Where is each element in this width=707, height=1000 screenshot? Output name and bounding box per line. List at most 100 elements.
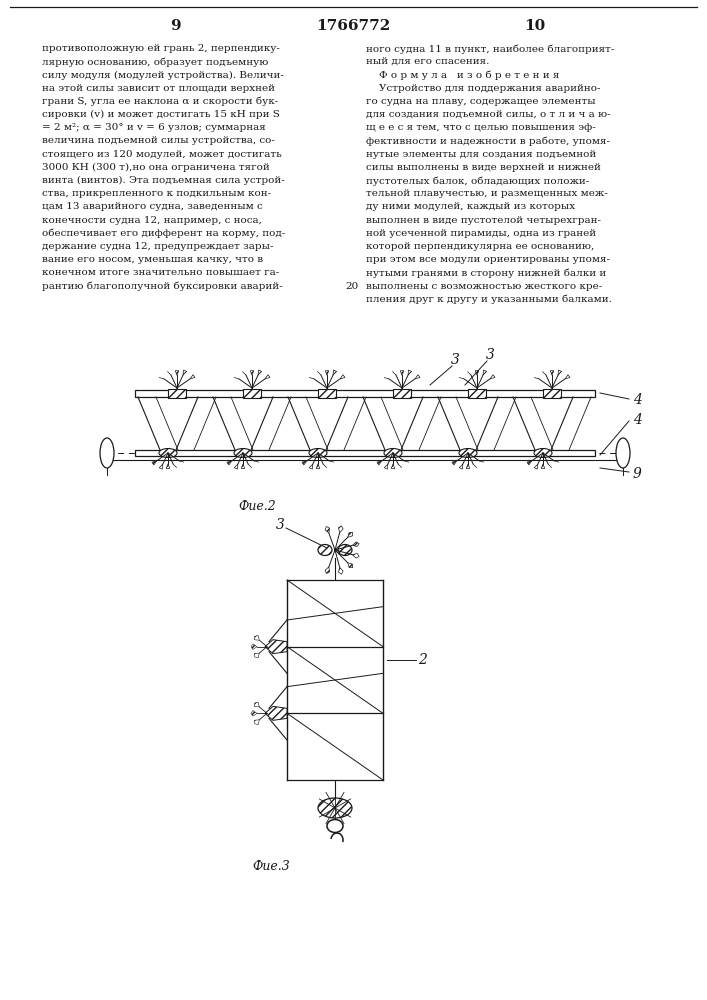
Polygon shape xyxy=(352,542,359,547)
FancyBboxPatch shape xyxy=(393,389,411,398)
Polygon shape xyxy=(467,371,471,375)
Text: рантию благополучной буксировки аварий-: рантию благополучной буксировки аварий- xyxy=(42,282,283,291)
Polygon shape xyxy=(265,375,270,379)
Text: обеспечивает его дифферент на корму, под-: обеспечивает его дифферент на корму, под… xyxy=(42,229,285,238)
Polygon shape xyxy=(251,711,257,716)
Polygon shape xyxy=(352,553,359,558)
Ellipse shape xyxy=(338,544,352,556)
Text: конечности судна 12, например, с носа,: конечности судна 12, например, с носа, xyxy=(42,216,262,225)
Text: 2: 2 xyxy=(419,653,428,667)
Polygon shape xyxy=(339,567,343,574)
Polygon shape xyxy=(565,375,570,379)
Polygon shape xyxy=(391,464,395,468)
Polygon shape xyxy=(475,371,479,375)
Text: 10: 10 xyxy=(525,19,546,33)
Text: фективности и надежности в работе, упомя-: фективности и надежности в работе, упомя… xyxy=(366,136,610,146)
Polygon shape xyxy=(234,464,238,469)
Polygon shape xyxy=(168,371,171,375)
Polygon shape xyxy=(348,563,353,568)
Text: 3: 3 xyxy=(276,518,284,532)
Polygon shape xyxy=(241,464,245,468)
Polygon shape xyxy=(325,567,329,573)
Polygon shape xyxy=(255,653,259,658)
Polygon shape xyxy=(400,371,404,375)
Polygon shape xyxy=(243,371,246,375)
Text: 9: 9 xyxy=(170,19,180,33)
Polygon shape xyxy=(227,461,232,465)
Text: конечном итоге значительно повышает га-: конечном итоге значительно повышает га- xyxy=(42,268,279,277)
Text: держание судна 12, предупреждает зары-: держание судна 12, предупреждает зары- xyxy=(42,242,274,251)
Polygon shape xyxy=(558,370,561,375)
Polygon shape xyxy=(398,464,402,468)
Polygon shape xyxy=(459,378,464,379)
Text: 3: 3 xyxy=(486,348,494,362)
Polygon shape xyxy=(316,464,320,468)
FancyBboxPatch shape xyxy=(543,389,561,398)
Polygon shape xyxy=(317,371,321,375)
Text: лярную основанию, образует подъемную: лярную основанию, образует подъемную xyxy=(42,57,269,67)
Polygon shape xyxy=(166,464,170,468)
Polygon shape xyxy=(377,461,382,465)
Polygon shape xyxy=(333,370,337,375)
Polygon shape xyxy=(258,370,262,375)
Polygon shape xyxy=(325,527,329,533)
Text: Фue.3: Фue.3 xyxy=(252,860,290,873)
Text: ного судна 11 в пункт, наиболее благоприят-: ного судна 11 в пункт, наиболее благопри… xyxy=(366,44,614,53)
Polygon shape xyxy=(452,461,457,465)
Polygon shape xyxy=(348,532,353,537)
Polygon shape xyxy=(135,390,595,397)
Text: Ф о р м у л а   и з о б р е т е н и я: Ф о р м у л а и з о б р е т е н и я xyxy=(366,70,559,80)
Polygon shape xyxy=(180,461,184,462)
Text: го судна на плаву, содержащее элементы: го судна на плаву, содержащее элементы xyxy=(366,97,595,106)
Text: нутые элементы для создания подъемной: нутые элементы для создания подъемной xyxy=(366,150,596,159)
Text: ной усеченной пирамиды, одна из граней: ной усеченной пирамиды, одна из граней xyxy=(366,229,596,238)
Text: для создания подъемной силы, о т л и ч а ю-: для создания подъемной силы, о т л и ч а… xyxy=(366,110,611,119)
Ellipse shape xyxy=(318,798,352,818)
Text: грани S, угла ее наклона α и скорости бук-: грани S, угла ее наклона α и скорости бу… xyxy=(42,97,279,106)
Text: противоположную ей грань 2, перпендику-: противоположную ей грань 2, перпендику- xyxy=(42,44,280,53)
Polygon shape xyxy=(467,464,469,468)
Ellipse shape xyxy=(159,448,177,458)
Ellipse shape xyxy=(327,820,343,832)
Text: на этой силы зависит от площади верхней: на этой силы зависит от площади верхней xyxy=(42,84,275,93)
Text: ства, прикрепленного к подкильным кон-: ства, прикрепленного к подкильным кон- xyxy=(42,189,271,198)
Polygon shape xyxy=(255,720,259,725)
Polygon shape xyxy=(534,378,539,379)
Text: 20: 20 xyxy=(346,282,358,291)
Polygon shape xyxy=(473,464,477,468)
FancyBboxPatch shape xyxy=(243,389,261,398)
Polygon shape xyxy=(309,464,312,469)
Polygon shape xyxy=(479,461,484,462)
Text: величина подъемной силы устройства, со-: величина подъемной силы устройства, со- xyxy=(42,136,275,145)
Text: цам 13 аварийного судна, заведенным с: цам 13 аварийного судна, заведенным с xyxy=(42,202,263,211)
Polygon shape xyxy=(265,706,287,720)
Polygon shape xyxy=(175,371,179,375)
Polygon shape xyxy=(255,635,259,640)
Text: стоящего из 120 модулей, может достигать: стоящего из 120 модулей, может достигать xyxy=(42,150,282,159)
Text: ду ними модулей, каждый из которых: ду ними модулей, каждый из которых xyxy=(366,202,575,211)
Text: выполнены с возможностью жесткого кре-: выполнены с возможностью жесткого кре- xyxy=(366,282,602,291)
Polygon shape xyxy=(323,464,327,468)
Text: которой перпендикулярна ее основанию,: которой перпендикулярна ее основанию, xyxy=(366,242,595,251)
Polygon shape xyxy=(329,461,334,462)
Polygon shape xyxy=(415,375,420,379)
Ellipse shape xyxy=(384,448,402,458)
Text: тельной плавучестью, и размещенных меж-: тельной плавучестью, и размещенных меж- xyxy=(366,189,608,198)
Text: 4: 4 xyxy=(633,413,641,427)
Text: пустотелых балок, обладающих положи-: пустотелых балок, обладающих положи- xyxy=(366,176,589,186)
Polygon shape xyxy=(250,371,254,375)
Ellipse shape xyxy=(234,448,252,458)
Polygon shape xyxy=(234,378,239,379)
Text: 1766772: 1766772 xyxy=(316,19,390,33)
Text: Устройство для поддержания аварийно-: Устройство для поддержания аварийно- xyxy=(366,84,600,93)
Polygon shape xyxy=(483,370,486,375)
Polygon shape xyxy=(490,375,495,379)
Text: 3000 КН (300 т),но она ограничена тягой: 3000 КН (300 т),но она ограничена тягой xyxy=(42,163,270,172)
Polygon shape xyxy=(265,640,287,654)
Polygon shape xyxy=(190,375,195,379)
Text: ный для его спасения.: ный для его спасения. xyxy=(366,57,489,66)
Polygon shape xyxy=(309,378,314,379)
Text: 3: 3 xyxy=(450,353,460,367)
Polygon shape xyxy=(542,371,546,375)
Polygon shape xyxy=(384,378,389,379)
